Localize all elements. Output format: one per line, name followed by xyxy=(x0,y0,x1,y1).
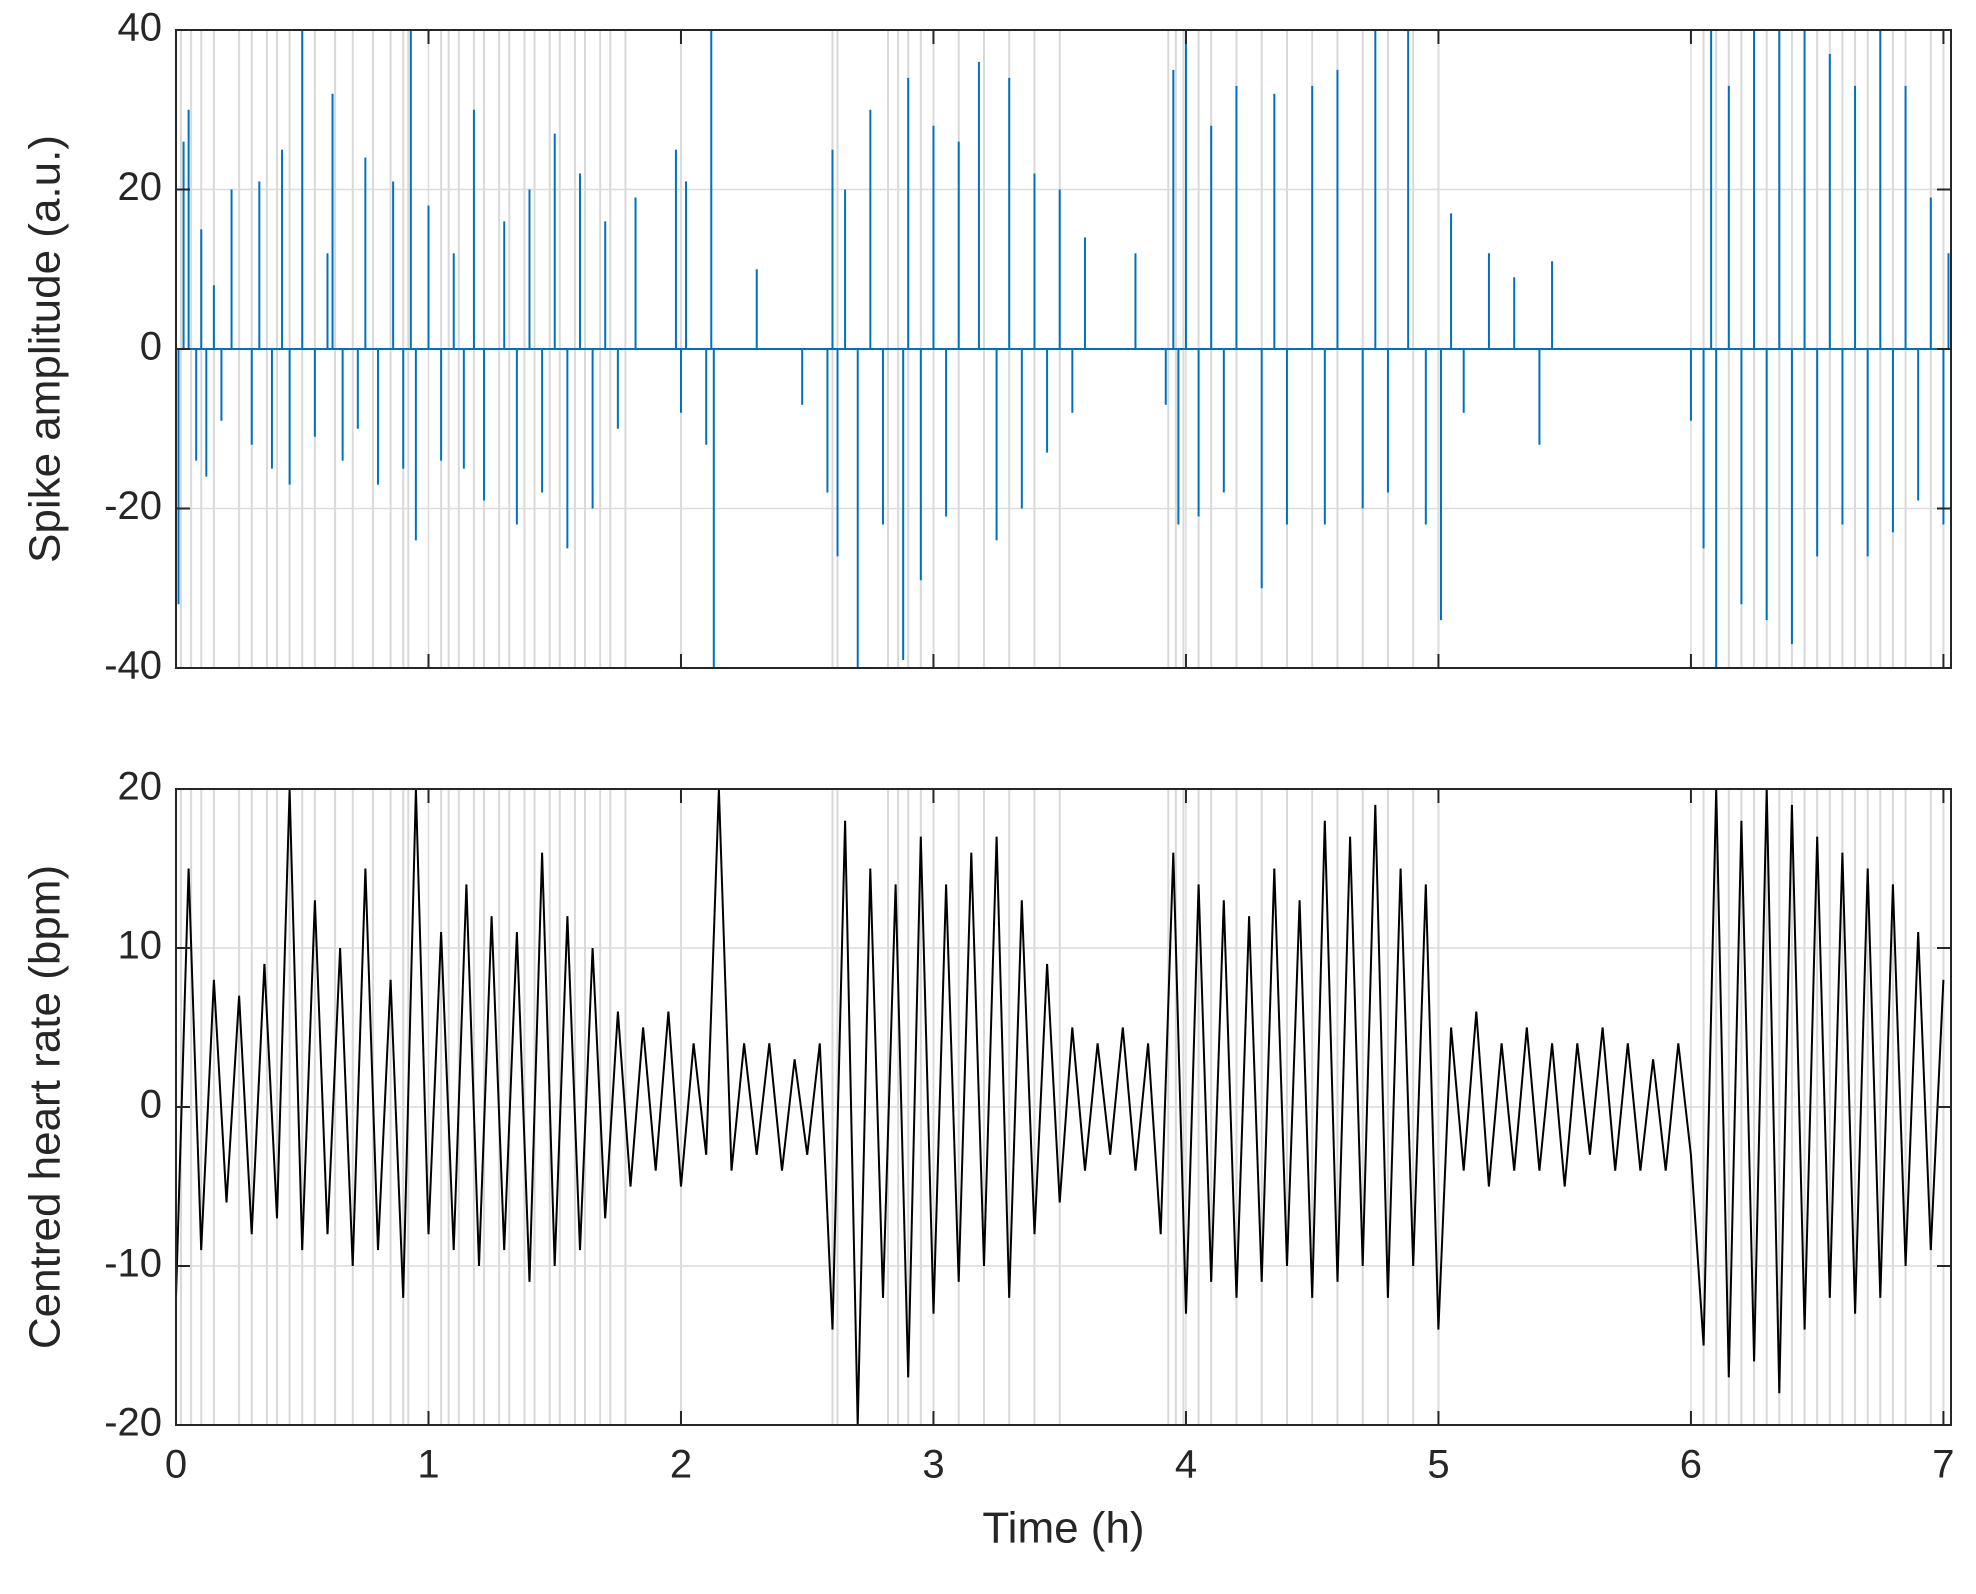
x-tick-label: 5 xyxy=(1427,1443,1449,1487)
y-tick-label: 0 xyxy=(140,1083,162,1127)
plot-area xyxy=(176,789,1951,1425)
x-tick-label: 0 xyxy=(165,1443,187,1487)
panel: -20 -10 0 10 20 0 1 2 3 4 5 6 7 Centred heart rate (b… xyxy=(21,765,1955,1553)
y-tick-label: 10 xyxy=(118,924,163,968)
y-axis-label: Centred heart rate (bpm) xyxy=(21,865,70,1349)
y-tick-label: 0 xyxy=(140,325,162,369)
x-axis-label: Time (h) xyxy=(982,1504,1144,1553)
x-tick-label: 1 xyxy=(417,1443,439,1487)
x-tick-label: 6 xyxy=(1680,1443,1702,1487)
x-tick-label: 4 xyxy=(1175,1443,1197,1487)
y-tick-label: 40 xyxy=(118,6,163,50)
y-tick-label: -40 xyxy=(104,644,162,688)
y-tick-label: -10 xyxy=(104,1242,162,1286)
x-tick-label: 3 xyxy=(922,1443,944,1487)
plot-area xyxy=(176,30,1951,668)
x-tick-label: 2 xyxy=(670,1443,692,1487)
y-tick-label: 20 xyxy=(118,765,163,809)
panel: -40 -20 0 20 40 Spike amplitude (a.u.) xyxy=(21,6,1952,688)
y-axis-label: Spike amplitude (a.u.) xyxy=(21,135,70,563)
y-tick-label: 20 xyxy=(118,165,163,209)
x-tick-label: 7 xyxy=(1932,1443,1954,1487)
y-tick-label: -20 xyxy=(104,1401,162,1445)
line xyxy=(176,789,1945,1425)
y-tick-label: -20 xyxy=(104,484,162,528)
